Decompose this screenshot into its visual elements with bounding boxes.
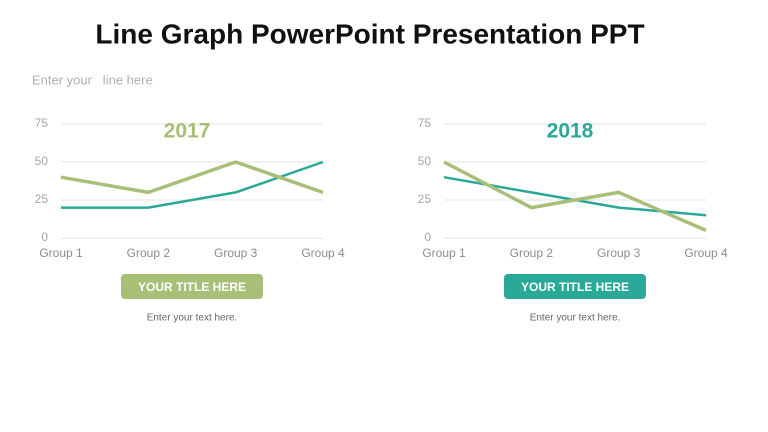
x-tick-label: Group 1 bbox=[39, 246, 83, 260]
x-tick-label: Group 2 bbox=[127, 246, 171, 260]
x-tick-label: Group 3 bbox=[214, 246, 258, 260]
data-line bbox=[60, 160, 324, 195]
y-tick-label: 50 bbox=[418, 154, 432, 168]
slide-title: Line Graph PowerPoint Presentation PPT bbox=[95, 18, 644, 49]
button-label: YOUR TITLE HERE bbox=[521, 280, 629, 294]
x-tick-label: Group 4 bbox=[684, 246, 728, 260]
x-tick-label: Group 1 bbox=[422, 246, 466, 260]
x-tick-label: Group 3 bbox=[597, 246, 641, 260]
button-label: YOUR TITLE HERE bbox=[138, 280, 246, 294]
y-tick-label: 25 bbox=[35, 192, 49, 206]
y-tick-label: 50 bbox=[35, 154, 49, 168]
y-tick-label: 75 bbox=[35, 116, 49, 130]
chart-panel: 0 25 50 75 Group 1 Group 2 Group 3 Group 4 2017 Y… bbox=[35, 116, 345, 323]
y-tick-label: 25 bbox=[418, 192, 432, 206]
chart-title: 2017 bbox=[164, 120, 211, 143]
subtitle: Enter your line here bbox=[32, 72, 153, 87]
chart-panel: 0 25 50 75 Group 1 Group 2 Group 3 Group 4 2018 Y… bbox=[418, 116, 728, 323]
y-tick-label: 0 bbox=[41, 230, 48, 244]
y-tick-label: 75 bbox=[418, 116, 432, 130]
x-tick-label: Group 2 bbox=[510, 246, 554, 260]
chart-title: 2018 bbox=[547, 120, 594, 143]
title-button bbox=[504, 274, 646, 299]
caption: Enter your text here. bbox=[530, 313, 621, 324]
title-button bbox=[121, 274, 263, 299]
y-tick-label: 0 bbox=[424, 230, 431, 244]
caption: Enter your text here. bbox=[147, 313, 238, 324]
data-line bbox=[443, 160, 707, 233]
x-tick-label: Group 4 bbox=[301, 246, 345, 260]
